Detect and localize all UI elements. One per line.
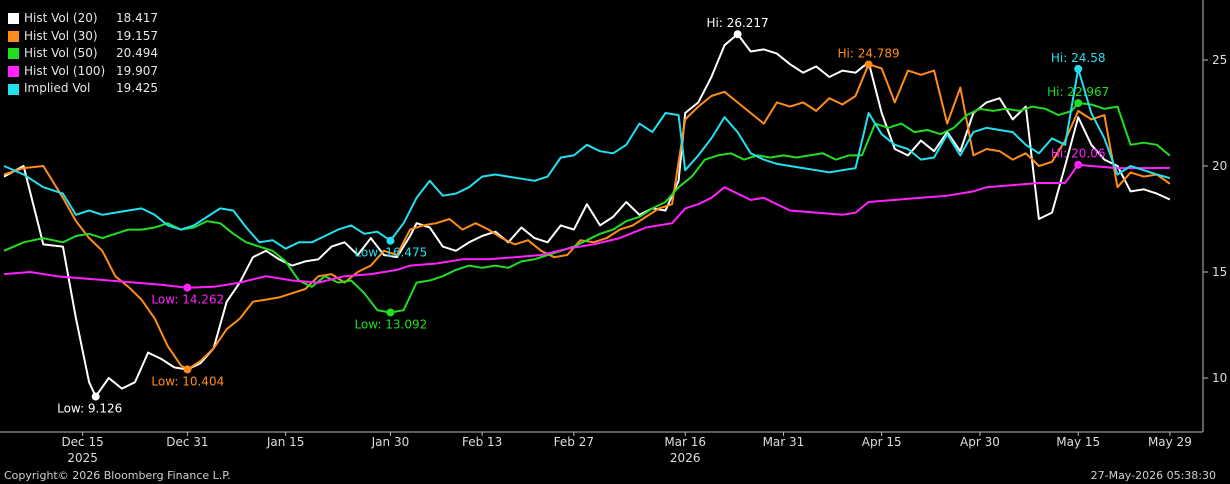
legend-swatch — [8, 83, 19, 95]
extreme-label: Hi: 24.789 — [837, 46, 899, 60]
x-tick-label: Apr 30 — [960, 435, 1000, 449]
extreme-marker — [91, 392, 100, 401]
x-tick-label: Mar 16 — [664, 435, 706, 449]
legend-series-name: Hist Vol (30) — [24, 28, 98, 43]
extreme-marker — [864, 60, 873, 69]
x-tick-year-label: 2025 — [67, 451, 98, 465]
series-line-4 — [3, 67, 1171, 250]
extreme-label: Low: 13.092 — [354, 317, 427, 331]
extreme-marker — [1074, 160, 1083, 169]
legend-item: Hist Vol (100) 19.907 — [8, 63, 158, 81]
timestamp-text: 27-May-2026 05:38:30 — [1090, 469, 1216, 482]
extreme-marker — [386, 236, 395, 245]
extreme-label: Hi: 20.06 — [1051, 147, 1106, 161]
extreme-label: Hi: 22.967 — [1047, 85, 1109, 99]
extreme-marker — [386, 308, 395, 317]
legend-item: Implied Vol 19.425 — [8, 80, 158, 98]
extreme-marker — [183, 283, 192, 292]
legend-series-value: 18.417 — [116, 11, 158, 25]
x-tick-year-label: 2026 — [670, 451, 701, 465]
series-line-1 — [3, 63, 1171, 371]
x-tick-label: Dec 31 — [166, 435, 208, 449]
extreme-label: Hi: 26.217 — [706, 16, 768, 30]
extreme-marker — [733, 30, 742, 39]
legend-swatch — [8, 30, 19, 42]
extreme-label: Low: 9.126 — [57, 402, 122, 416]
x-tick-label: Feb 27 — [554, 435, 594, 449]
x-tick-label: Mar 31 — [763, 435, 805, 449]
y-tick-label: 25 — [1212, 53, 1227, 67]
legend-swatch — [8, 48, 19, 60]
legend-swatch — [8, 13, 19, 25]
extreme-label: Low: 16.475 — [354, 246, 427, 260]
extreme-label: Hi: 24.58 — [1051, 51, 1106, 65]
x-tick-label: Apr 15 — [862, 435, 902, 449]
y-tick-label: 15 — [1212, 265, 1227, 279]
x-tick-label: Feb 13 — [462, 435, 502, 449]
legend-item: Hist Vol (50) 20.494 — [8, 45, 158, 63]
legend: Hist Vol (20) 18.417 Hist Vol (30) 19.157 Hi… — [8, 10, 158, 98]
extreme-marker — [183, 365, 192, 374]
extreme-label: Low: 10.404 — [151, 374, 224, 388]
legend-series-name: Implied Vol — [24, 81, 91, 96]
legend-series-name: Hist Vol (50) — [24, 46, 98, 61]
x-tick-label: Dec 15 — [61, 435, 103, 449]
extreme-label: Low: 14.262 — [151, 293, 224, 307]
legend-item: Hist Vol (20) 18.417 — [8, 10, 158, 28]
legend-series-name: Hist Vol (100) — [24, 63, 106, 78]
legend-item: Hist Vol (30) 19.157 — [8, 28, 158, 46]
extreme-marker — [1074, 64, 1083, 73]
copyright-text: Copyright© 2026 Bloomberg Finance L.P. — [4, 469, 231, 482]
legend-swatch — [8, 66, 19, 78]
x-tick-label: May 15 — [1056, 435, 1100, 449]
y-tick-label: 10 — [1212, 371, 1227, 385]
x-tick-label: May 29 — [1148, 435, 1192, 449]
y-tick-label: 20 — [1212, 159, 1227, 173]
legend-series-value: 19.907 — [116, 63, 158, 78]
legend-series-name: Hist Vol (20) — [24, 11, 98, 25]
x-tick-label: Jan 30 — [371, 435, 410, 449]
legend-series-value: 20.494 — [116, 46, 158, 61]
series-line-3 — [3, 163, 1170, 289]
extreme-marker — [1074, 99, 1083, 108]
series-line-2 — [3, 102, 1171, 314]
x-tick-label: Jan 15 — [266, 435, 305, 449]
legend-series-value: 19.157 — [116, 28, 158, 43]
legend-series-value: 19.425 — [116, 81, 158, 96]
series-line-0 — [3, 33, 1171, 398]
